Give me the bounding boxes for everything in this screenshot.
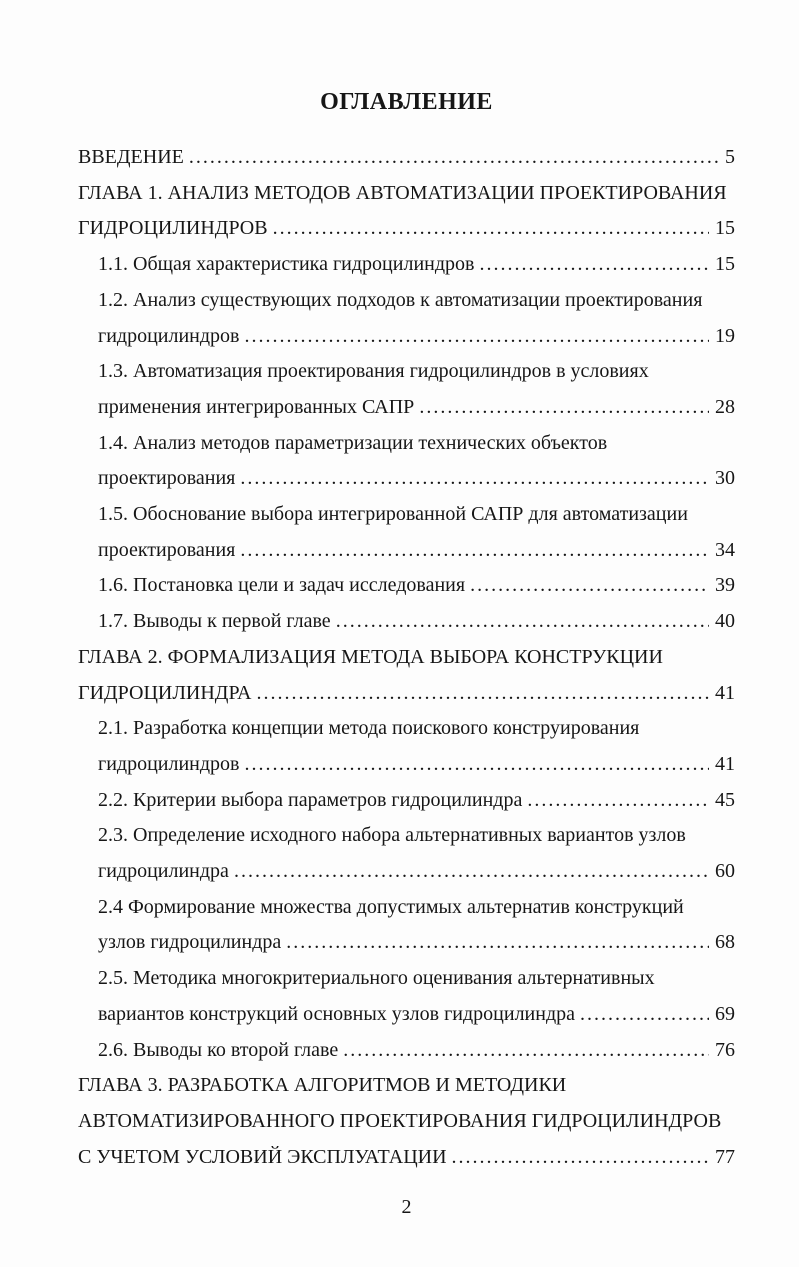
toc-row: гидроцилиндров 41 <box>78 747 735 783</box>
toc-dot-leader <box>240 533 709 569</box>
toc-dot-leader <box>419 390 709 426</box>
toc-page-number: 60 <box>715 860 735 883</box>
toc-list: ВВЕДЕНИЕ 5 ГЛАВА 1. АНАЛИЗ МЕТОДОВ АВТОМАТ… <box>78 140 735 1175</box>
toc-row: 1.5. Обоснование выбора интегрированной … <box>78 497 735 533</box>
toc-dot-leader <box>527 783 709 819</box>
toc-dot-leader <box>245 747 710 783</box>
toc-dot-leader <box>452 1140 709 1176</box>
toc-page-number: 39 <box>715 574 735 597</box>
toc-page-number: 41 <box>715 681 735 704</box>
toc-row: 1.2. Анализ существующих подходов к авто… <box>78 283 735 319</box>
toc-row: АВТОМАТИЗИРОВАННОГО ПРОЕКТИРОВАНИЯ ГИДРО… <box>78 1104 735 1140</box>
toc-entry-text: 2.5. Методика многокритериального оценив… <box>98 967 655 990</box>
footer-page-number: 2 <box>401 1196 412 1219</box>
toc-row: 2.5. Методика многокритериального оценив… <box>78 961 735 997</box>
toc-row: гидроцилиндров 19 <box>78 319 735 355</box>
toc-row: 2.3. Определение исходного набора альтер… <box>78 818 735 854</box>
toc-row: узлов гидроцилиндра 68 <box>78 925 735 961</box>
toc-dot-leader <box>479 247 709 283</box>
toc-row: 2.6. Выводы ко второй главе 76 <box>78 1033 735 1069</box>
toc-dot-leader <box>343 1033 709 1069</box>
toc-row: ГИДРОЦИЛИНДРОВ 15 <box>78 211 735 247</box>
toc-entry-text: гидроцилиндров <box>98 752 240 775</box>
toc-entry-text: ГИДРОЦИЛИНДРА <box>78 681 252 704</box>
toc-row: 1.6. Постановка цели и задач исследовани… <box>78 568 735 604</box>
toc-entry-text: проектирования <box>98 538 236 561</box>
toc-entry-text: узлов гидроцилиндра <box>98 931 282 954</box>
toc-page-number: 77 <box>715 1145 735 1168</box>
toc-row: ГЛАВА 1. АНАЛИЗ МЕТОДОВ АВТОМАТИЗАЦИИ ПР… <box>78 176 735 212</box>
toc-entry-text: ГЛАВА 1. АНАЛИЗ МЕТОДОВ АВТОМАТИЗАЦИИ ПР… <box>78 181 727 204</box>
toc-dot-leader <box>286 925 709 961</box>
toc-entry-text: вариантов конструкций основных узлов гид… <box>98 1002 576 1025</box>
toc-row: 1.3. Автоматизация проектирования гидроц… <box>78 354 735 390</box>
toc-entry-text: 1.2. Анализ существующих подходов к авто… <box>98 288 703 311</box>
toc-entry-text: 2.4 Формирование множества допустимых ал… <box>98 895 684 918</box>
toc-row: проектирования 30 <box>78 461 735 497</box>
toc-entry-text: 2.6. Выводы ко второй главе <box>98 1038 339 1061</box>
toc-entry-text: 1.5. Обоснование выбора интегрированной … <box>98 503 688 526</box>
toc-entry-text: 1.3. Автоматизация проектирования гидроц… <box>98 360 649 383</box>
toc-page-number: 19 <box>715 324 735 347</box>
toc-row: ГЛАВА 2. ФОРМАЛИЗАЦИЯ МЕТОДА ВЫБОРА КОНС… <box>78 640 735 676</box>
toc-entry-text: ВВЕДЕНИЕ <box>78 146 184 168</box>
toc-dot-leader <box>336 604 709 640</box>
toc-row: 2.4 Формирование множества допустимых ал… <box>78 890 735 926</box>
toc-dot-leader <box>234 854 709 890</box>
toc-page-number: 76 <box>715 1038 735 1061</box>
toc-dot-leader <box>580 997 709 1033</box>
toc-page-number: 15 <box>715 253 735 276</box>
toc-entry-text: гидроцилиндра <box>98 860 229 883</box>
toc-entry-text: применения интегрированных САПР <box>98 395 415 418</box>
toc-row: 2.1. Разработка концепции метода поисков… <box>78 711 735 747</box>
toc-entry-text: 2.1. Разработка концепции метода поисков… <box>98 717 640 740</box>
toc-dot-leader <box>189 140 719 176</box>
toc-row: 1.4. Анализ методов параметризации техни… <box>78 426 735 462</box>
toc-row: проектирования 34 <box>78 533 735 569</box>
toc-dot-leader <box>240 461 709 497</box>
toc-row: гидроцилиндра 60 <box>78 854 735 890</box>
toc-row: С УЧЕТОМ УСЛОВИЙ ЭКСПЛУАТАЦИИ 77 <box>78 1140 735 1176</box>
toc-entry-text: ГЛАВА 2. ФОРМАЛИЗАЦИЯ МЕТОДА ВЫБОРА КОНС… <box>78 645 663 668</box>
toc-entry-text: С УЧЕТОМ УСЛОВИЙ ЭКСПЛУАТАЦИИ <box>78 1145 447 1168</box>
toc-entry-text: 1.1. Общая характеристика гидроцилиндров <box>98 253 475 276</box>
toc-entry-text: АВТОМАТИЗИРОВАННОГО ПРОЕКТИРОВАНИЯ ГИДРО… <box>78 1109 722 1132</box>
toc-row: применения интегрированных САПР 28 <box>78 390 735 426</box>
toc-entry-text: 2.3. Определение исходного набора альтер… <box>98 824 686 847</box>
toc-page-number: 5 <box>725 146 735 168</box>
toc-page-number: 15 <box>715 217 735 240</box>
toc-entry-text: гидроцилиндров <box>98 324 240 347</box>
toc-entry-text: 1.4. Анализ методов параметризации техни… <box>98 431 608 454</box>
toc-row: вариантов конструкций основных узлов гид… <box>78 997 735 1033</box>
toc-page-number: 40 <box>715 610 735 633</box>
toc-row: ГЛАВА 3. РАЗРАБОТКА АЛГОРИТМОВ И МЕТОДИК… <box>78 1068 735 1104</box>
toc-row: 2.2. Критерии выбора параметров гидроцил… <box>78 783 735 819</box>
toc-entry-text: ГЛАВА 3. РАЗРАБОТКА АЛГОРИТМОВ И МЕТОДИК… <box>78 1074 567 1097</box>
toc-dot-leader <box>256 676 709 712</box>
toc-page-number: 34 <box>715 538 735 561</box>
toc-row: ГИДРОЦИЛИНДРА 41 <box>78 676 735 712</box>
page-title: ОГЛАВЛЕНИЕ <box>320 89 493 115</box>
toc-page-number: 41 <box>715 752 735 775</box>
toc-entry-text: 1.7. Выводы к первой главе <box>98 610 331 633</box>
toc-page-number: 69 <box>715 1002 735 1025</box>
toc-entry-text: 1.6. Постановка цели и задач исследовани… <box>98 574 466 597</box>
toc-dot-leader <box>273 211 709 247</box>
toc-page-number: 30 <box>715 467 735 490</box>
toc-row: ВВЕДЕНИЕ 5 <box>78 140 735 176</box>
toc-dot-leader <box>470 568 709 604</box>
toc-entry-text: ГИДРОЦИЛИНДРОВ <box>78 217 268 240</box>
toc-entry-text: проектирования <box>98 467 236 490</box>
toc-row: 1.1. Общая характеристика гидроцилиндров… <box>78 247 735 283</box>
toc-page-number: 28 <box>715 395 735 418</box>
toc-page-number: 45 <box>715 788 735 811</box>
toc-row: 1.7. Выводы к первой главе 40 <box>78 604 735 640</box>
toc-entry-text: 2.2. Критерии выбора параметров гидроцил… <box>98 788 523 811</box>
toc-page-number: 68 <box>715 931 735 954</box>
toc-dot-leader <box>245 319 710 355</box>
